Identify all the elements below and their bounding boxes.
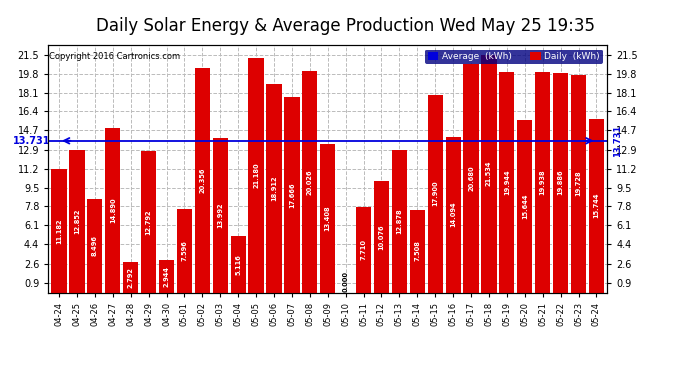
Bar: [248, 58, 264, 292]
Text: 21.534: 21.534: [486, 161, 492, 186]
Text: 2.792: 2.792: [128, 267, 134, 288]
Text: 13.731: 13.731: [12, 136, 50, 146]
Bar: [284, 97, 299, 292]
Bar: [302, 71, 317, 292]
Text: 13.408: 13.408: [325, 206, 331, 231]
Text: 14.094: 14.094: [450, 202, 456, 228]
Bar: [52, 169, 67, 292]
Text: 8.496: 8.496: [92, 235, 98, 256]
Text: 15.744: 15.744: [593, 193, 600, 218]
Legend: Average  (kWh), Daily  (kWh): Average (kWh), Daily (kWh): [425, 50, 602, 64]
Text: 19.886: 19.886: [558, 170, 564, 195]
Text: Daily Solar Energy & Average Production Wed May 25 19:35: Daily Solar Energy & Average Production …: [95, 17, 595, 35]
Bar: [571, 75, 586, 292]
Bar: [266, 84, 282, 292]
Text: 13.731: 13.731: [613, 124, 622, 157]
Text: 19.944: 19.944: [504, 170, 510, 195]
Text: 20.026: 20.026: [307, 169, 313, 195]
Bar: [320, 144, 335, 292]
Text: Copyright 2016 Cartronics.com: Copyright 2016 Cartronics.com: [49, 53, 180, 62]
Bar: [553, 73, 569, 292]
Bar: [141, 151, 156, 292]
Bar: [87, 199, 103, 292]
Text: 19.728: 19.728: [575, 171, 582, 196]
Text: 0.000: 0.000: [343, 271, 348, 292]
Text: 5.116: 5.116: [235, 254, 242, 274]
Text: 15.644: 15.644: [522, 194, 528, 219]
Bar: [446, 137, 461, 292]
Text: 17.666: 17.666: [289, 182, 295, 208]
Bar: [123, 262, 138, 292]
Bar: [589, 118, 604, 292]
Text: 10.076: 10.076: [379, 224, 384, 250]
Bar: [482, 55, 497, 292]
Bar: [535, 72, 551, 292]
Text: 7.710: 7.710: [361, 239, 366, 260]
Text: 12.878: 12.878: [396, 209, 402, 234]
Bar: [105, 128, 120, 292]
Text: 14.890: 14.890: [110, 197, 116, 223]
Bar: [374, 181, 389, 292]
Bar: [464, 64, 479, 292]
Text: 21.180: 21.180: [253, 163, 259, 188]
Text: 2.944: 2.944: [164, 266, 170, 287]
Bar: [213, 138, 228, 292]
Bar: [159, 260, 174, 292]
Text: 17.900: 17.900: [432, 181, 438, 206]
Bar: [410, 210, 425, 292]
Bar: [518, 120, 533, 292]
Bar: [392, 150, 407, 292]
Text: 18.912: 18.912: [271, 175, 277, 201]
Bar: [70, 150, 85, 292]
Bar: [428, 95, 443, 292]
Bar: [195, 68, 210, 292]
Bar: [356, 207, 371, 292]
Text: 20.356: 20.356: [199, 167, 206, 193]
Text: 13.992: 13.992: [217, 202, 224, 228]
Text: 7.508: 7.508: [414, 241, 420, 261]
Text: 20.680: 20.680: [468, 165, 474, 191]
Text: 12.852: 12.852: [74, 209, 80, 234]
Bar: [230, 236, 246, 292]
Bar: [500, 72, 515, 292]
Bar: [177, 209, 192, 292]
Text: 19.938: 19.938: [540, 170, 546, 195]
Text: 11.182: 11.182: [56, 218, 62, 243]
Text: 12.792: 12.792: [146, 209, 152, 235]
Text: 7.596: 7.596: [181, 240, 188, 261]
